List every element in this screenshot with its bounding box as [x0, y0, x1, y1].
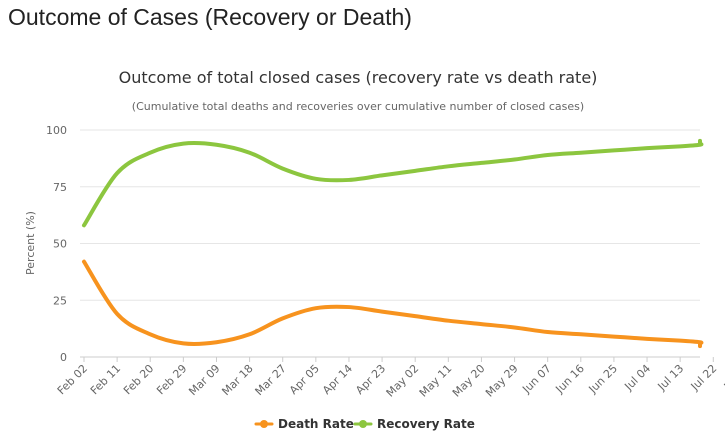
x-tick-label: Feb 02 [55, 362, 90, 397]
chart-title: Outcome of total closed cases (recovery … [119, 68, 598, 87]
legend-marker-death-rate [260, 420, 268, 428]
y-tick-label: 50 [53, 238, 67, 251]
x-tick-label: Jul 22 [688, 362, 720, 394]
x-tick-label: May 02 [384, 362, 422, 400]
legend-label-death-rate: Death Rate [278, 417, 354, 431]
x-tick-label: Jun 07 [519, 362, 553, 396]
x-tick-label: Jul 13 [655, 362, 687, 394]
y-tick-label: 25 [53, 294, 67, 307]
x-tick-label: May 29 [483, 362, 521, 400]
x-tick-label: Mar 27 [253, 362, 289, 398]
page-heading: Outcome of Cases (Recovery or Death) [8, 4, 412, 30]
x-tick-label: Feb 11 [88, 362, 123, 397]
x-tick-label: Jun 25 [586, 362, 620, 396]
x-tick-label: Apr 23 [353, 362, 388, 397]
y-tick-label: 75 [53, 181, 67, 194]
x-tick-label: Mar 09 [186, 362, 222, 398]
y-axis-ticks: 0 25 50 75 100 [46, 124, 67, 364]
y-axis-title: Percent (%) [24, 211, 37, 275]
legend[interactable]: Death Rate Recovery Rate [254, 417, 475, 431]
x-tick-label: Feb 29 [154, 362, 189, 397]
legend-marker-recovery-rate [359, 420, 367, 428]
legend-label-recovery-rate: Recovery Rate [377, 417, 475, 431]
y-tick-label: 100 [46, 124, 67, 137]
x-tick-label: Apr 05 [287, 362, 322, 397]
y-tick-label: 0 [60, 351, 67, 364]
x-tick-label: May 20 [450, 362, 488, 400]
series-line-recovery-rate [82, 138, 704, 228]
x-tick-label: Feb 20 [121, 362, 156, 397]
grid-lines [80, 129, 700, 358]
x-tick-label: Jun 16 [552, 362, 586, 396]
x-tick-label: May 11 [417, 362, 455, 400]
x-tick-label: Apr 14 [320, 362, 355, 397]
series-line-death-rate [82, 259, 704, 349]
chart-subtitle: (Cumulative total deaths and recoveries … [132, 100, 584, 113]
series-lines [82, 138, 704, 349]
legend-item-death-rate[interactable]: Death Rate [254, 417, 354, 431]
x-tick-label: Jul 04 [622, 362, 654, 394]
x-tick-label: Mar 18 [219, 362, 255, 398]
x-tick-label: Jul 31 [721, 362, 725, 394]
legend-item-recovery-rate[interactable]: Recovery Rate [353, 417, 475, 431]
